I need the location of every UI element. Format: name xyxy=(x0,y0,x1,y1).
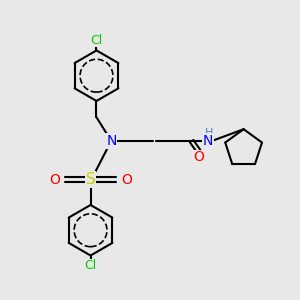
Text: Cl: Cl xyxy=(90,34,103,46)
Text: H: H xyxy=(205,128,214,138)
Text: O: O xyxy=(121,173,132,187)
Text: S: S xyxy=(86,172,95,187)
Text: O: O xyxy=(50,173,60,187)
Text: Cl: Cl xyxy=(84,260,97,272)
Text: N: N xyxy=(203,134,213,148)
Text: N: N xyxy=(106,134,116,148)
Text: O: O xyxy=(194,150,205,164)
